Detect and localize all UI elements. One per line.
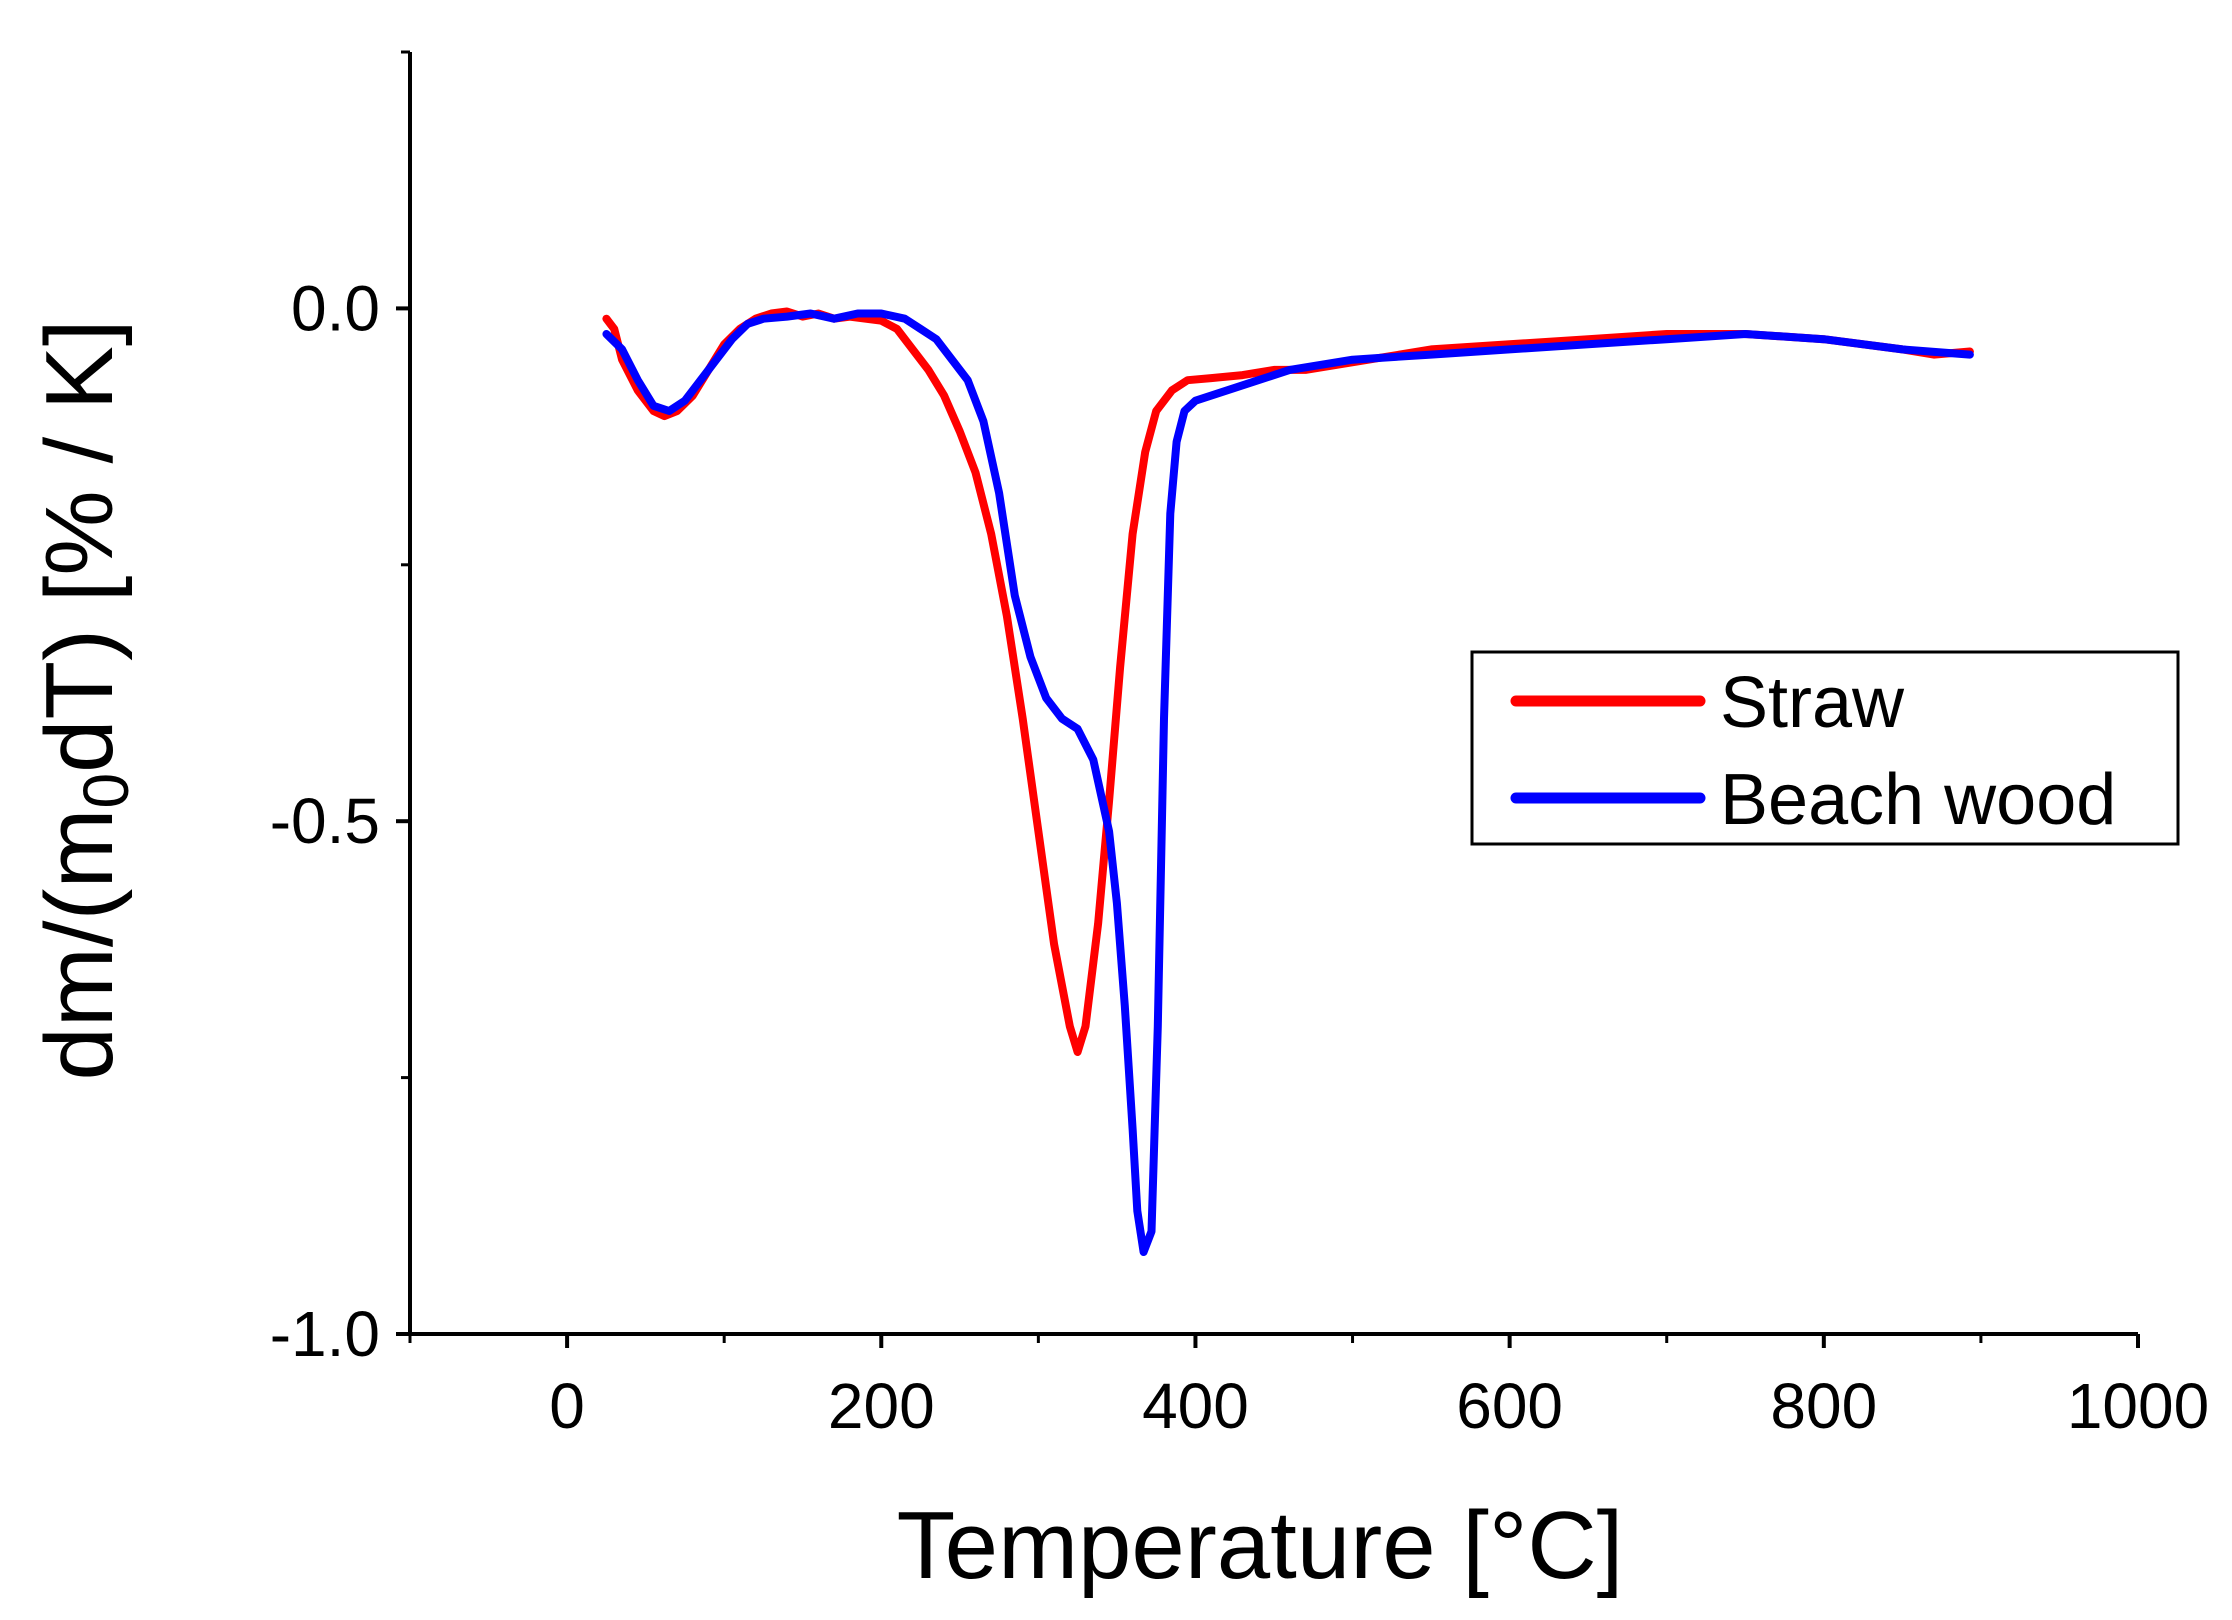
y-tick-label-2: -1.0 [270,1298,380,1370]
series-layer [602,307,1974,1256]
x-tick-label-0: 0 [549,1370,585,1442]
y-axis-title-prefix: dm/(m [26,809,133,1081]
legend-box [1470,650,2180,846]
ticks: 0 200 400 600 800 1000 0.0 -0.5 -1.0 [270,50,2209,1442]
y-tick-label-0: 0.0 [291,272,380,344]
series-line-beach-wood [602,309,1974,1256]
y-axis-title-subscript: 0 [70,773,142,809]
legend-label-straw: Straw [1720,663,1905,743]
x-tick-label-800: 800 [1770,1370,1877,1442]
axes: 0 200 400 600 800 1000 0.0 -0.5 -1.0 [270,50,2209,1442]
y-tick-label-1: -0.5 [270,785,380,857]
x-tick-label-200: 200 [828,1370,935,1442]
x-tick-label-1000: 1000 [2067,1370,2209,1442]
x-axis-title: Temperature [°C] [897,1492,1624,1599]
y-axis-title: dm/(m0dT) [% / K] [26,320,142,1081]
y-axis-title-suffix: dT) [% / K] [26,320,133,773]
legend: Straw Beach wood [1470,650,2180,846]
x-tick-label-400: 400 [1142,1370,1249,1442]
legend-label-beach-wood: Beach wood [1720,760,2116,840]
x-tick-label-600: 600 [1456,1370,1563,1442]
